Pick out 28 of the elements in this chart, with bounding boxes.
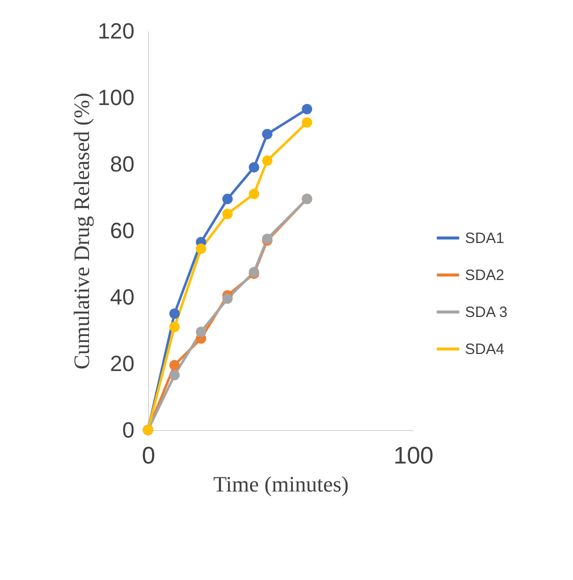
legend-label: SDA1 xyxy=(465,230,504,247)
point xyxy=(248,162,260,173)
x-axis-title: Time (minutes) xyxy=(213,472,349,496)
point xyxy=(222,293,233,304)
y-tick-label: 80 xyxy=(110,152,134,176)
point xyxy=(222,194,233,204)
point xyxy=(169,308,180,319)
point xyxy=(302,104,312,114)
point xyxy=(262,155,272,166)
y-tick-label: 60 xyxy=(110,218,134,243)
legend-label: SDA 3 xyxy=(465,304,508,321)
point xyxy=(262,128,272,140)
point xyxy=(196,244,206,254)
y-tick-label: 0 xyxy=(122,418,134,442)
legend-label: SDA4 xyxy=(465,341,504,358)
point xyxy=(196,326,206,338)
point xyxy=(169,322,180,332)
y-axis-title: Cumulative Drug Released (%) xyxy=(68,92,94,370)
point xyxy=(302,117,312,128)
y-tick-label: 120 xyxy=(98,18,134,44)
y-tick-label: 20 xyxy=(110,351,134,376)
point xyxy=(169,360,180,370)
y-tick-label: 100 xyxy=(98,85,134,110)
point xyxy=(248,188,260,200)
legend-label: SDA2 xyxy=(465,267,504,284)
point xyxy=(169,370,180,380)
point xyxy=(222,208,233,220)
y-tick-label: 40 xyxy=(110,284,134,310)
